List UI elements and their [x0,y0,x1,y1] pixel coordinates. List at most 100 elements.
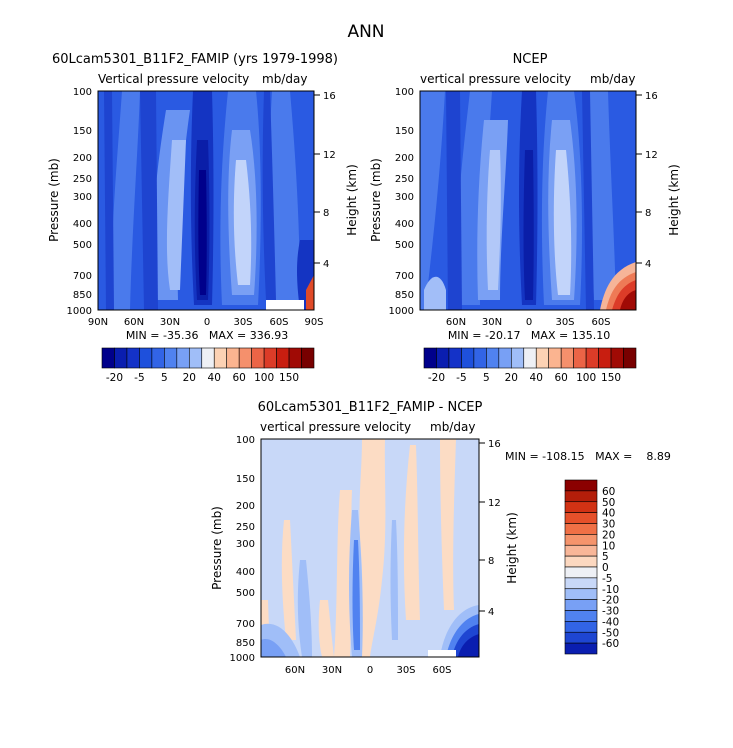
colorbar-obs-swatch [560,347,574,369]
tick-label: 30S [555,317,574,328]
colorbar-obs-swatch [585,347,599,369]
colorbar-model-swatch [263,347,277,369]
colorbar-diff-label: 0 [602,562,609,574]
panel-obs-field [420,91,636,310]
colorbar-obs-swatch [473,347,487,369]
colorbar-model-swatch [114,347,128,369]
panel-obs-height-axis: 16 12 8 4 [636,91,658,270]
panel-obs-ylabel: Pressure (mb) [369,158,383,242]
tick-label: 0 [204,317,210,328]
colorbar-model-label: 20 [183,372,196,384]
tick-label: 4 [323,259,329,270]
tick-label: 700 [236,619,255,630]
panel-obs-units: mb/day [590,72,635,86]
panel-obs-pressure-axis: 100 150 200 250 300 400 500 700 850 1000 [389,87,414,317]
panel-diff-units: mb/day [430,420,475,434]
panel-diff-title: 60Lcam5301_B11F2_FAMIP - NCEP [258,400,483,415]
tick-label: 850 [395,290,414,301]
tick-label: 250 [236,522,255,533]
colorbar-diff-swatch [564,544,598,557]
tick-label: 4 [645,259,651,270]
tick-label: 400 [395,219,414,230]
colorbar-obs-swatch [498,347,512,369]
tick-label: 400 [236,567,255,578]
colorbar-obs-label: 60 [554,372,567,384]
colorbar-diff-swatch [564,479,598,492]
tick-label: 30N [322,665,342,676]
colorbar-obs-label: -20 [428,372,445,384]
tick-label: 250 [395,174,414,185]
colorbar-diff-label: -50 [602,627,619,639]
tick-label: 300 [395,192,414,203]
tick-label: 200 [236,501,255,512]
colorbar-obs-swatch [623,347,637,369]
colorbar-model-swatch [276,347,290,369]
colorbar-diff-label: -20 [602,595,619,607]
panel-diff-frame [260,438,480,658]
colorbar-diff-swatch [564,610,598,622]
panel-obs-frame [419,90,637,311]
colorbar-obs-swatch [436,347,450,369]
colorbar-diff-swatch [564,501,598,513]
tick-label: 8 [488,556,494,567]
colorbar-obs-swatch [598,347,612,369]
colorbar-obs: -20 -5 5 20 40 60 100 150 [423,347,637,384]
figure-title: ANN [347,22,384,42]
colorbar-model-swatch [164,347,178,369]
tick-label: 100 [236,435,255,446]
panel-model-subtitle: Vertical pressure velocity [98,72,249,86]
panel-obs-title: NCEP [513,52,548,67]
colorbar-diff-swatch [564,555,598,568]
panel-obs-subtitle: vertical pressure velocity [420,72,571,86]
tick-label: 100 [395,87,414,98]
colorbar-model-label: 100 [254,372,274,384]
colorbar-diff-label: -40 [602,616,619,628]
tick-label: 500 [395,240,414,251]
tick-label: 700 [395,271,414,282]
colorbar-diff-swatch [564,631,598,644]
colorbar-model-label: 5 [161,372,168,384]
colorbar-obs-label: 20 [505,372,518,384]
panel-obs-ylabel-right: Height (km) [667,164,681,235]
colorbar-model-swatch [139,347,153,369]
panel-diff-ylabel-right: Height (km) [505,512,519,583]
colorbar-obs-label: -5 [456,372,466,384]
tick-label: 60S [591,317,610,328]
panel-model: 60Lcam5301_B11F2_FAMIP (yrs 1979-1998) V… [47,52,359,342]
panel-model-x-axis: 90N 60N 30N 0 30S 60S 90S [88,317,324,328]
tick-label: 150 [236,474,255,485]
panel-model-ylabel-right: Height (km) [345,164,359,235]
panel-diff-x-axis: 60N 30N 0 30S 60S [285,665,452,676]
colorbar-obs-swatch [448,347,462,369]
colorbar-model-swatch [301,347,315,369]
colorbar-model-swatch [288,347,302,369]
tick-label: 30N [160,317,180,328]
colorbar-model-label: 150 [279,372,299,384]
panel-model-title: 60Lcam5301_B11F2_FAMIP (yrs 1979-1998) [52,52,338,67]
panel-diff: 60Lcam5301_B11F2_FAMIP - NCEP vertical p… [210,400,671,676]
colorbar-obs-label: 150 [601,372,621,384]
tick-label: 30S [233,317,252,328]
colorbar-model-label: 40 [208,372,221,384]
tick-label: 60S [269,317,288,328]
colorbar-diff-label: -10 [602,584,619,596]
tick-label: 200 [73,153,92,164]
colorbar-model-swatch [126,347,140,369]
colorbar-model-swatch [188,347,203,369]
colorbar-diff-label: 5 [602,551,609,563]
colorbar-obs-swatch [610,347,624,369]
tick-label: 60N [285,665,305,676]
colorbar-diff-swatch [564,621,598,633]
colorbar-diff-label: 40 [602,508,615,520]
tick-label: 30N [482,317,502,328]
tick-label: 60N [124,317,144,328]
tick-label: 300 [236,539,255,550]
panel-model-height-axis: 16 12 8 4 [314,91,336,270]
tick-label: 0 [526,317,532,328]
tick-label: 16 [645,91,658,102]
panel-model-field [98,91,314,310]
tick-label: 700 [73,271,92,282]
colorbar-obs-label: 40 [530,372,543,384]
tick-label: 12 [645,150,658,161]
tick-label: 4 [488,607,494,618]
